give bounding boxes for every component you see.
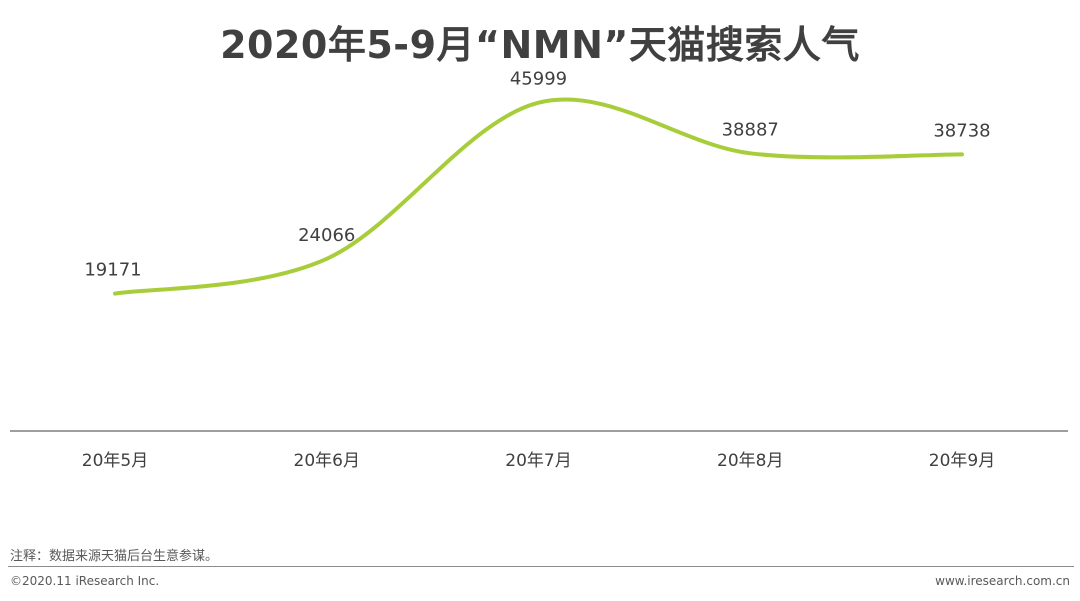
data-label-3: 45999 bbox=[510, 69, 567, 90]
x-tick-label-2: 20年6月 bbox=[294, 451, 360, 471]
x-tick-label-5: 20年9月 bbox=[929, 451, 995, 471]
chart-title: 2020年5-9月“NMN”天猫搜索人气 bbox=[220, 23, 860, 67]
data-labels: 19171 24066 45999 38887 38738 bbox=[84, 69, 990, 281]
x-tick-label-4: 20年8月 bbox=[717, 451, 783, 471]
data-label-4: 38887 bbox=[722, 119, 779, 140]
series-line bbox=[113, 97, 964, 296]
copyright-text: ©2020.11 iResearch Inc. bbox=[10, 574, 160, 588]
x-tick-labels: 20年5月 20年6月 20年7月 20年8月 20年9月 bbox=[82, 451, 995, 471]
source-note: 注释：数据来源天猫后台生意参谋。 bbox=[10, 549, 219, 564]
footer-divider bbox=[8, 566, 1074, 567]
data-label-1: 19171 bbox=[84, 260, 141, 281]
x-tick-label-1: 20年5月 bbox=[82, 451, 148, 471]
data-label-5: 38738 bbox=[933, 120, 990, 141]
data-label-2: 24066 bbox=[298, 225, 355, 246]
x-tick-label-3: 20年7月 bbox=[505, 451, 571, 471]
website-text: www.iresearch.com.cn bbox=[935, 574, 1070, 588]
